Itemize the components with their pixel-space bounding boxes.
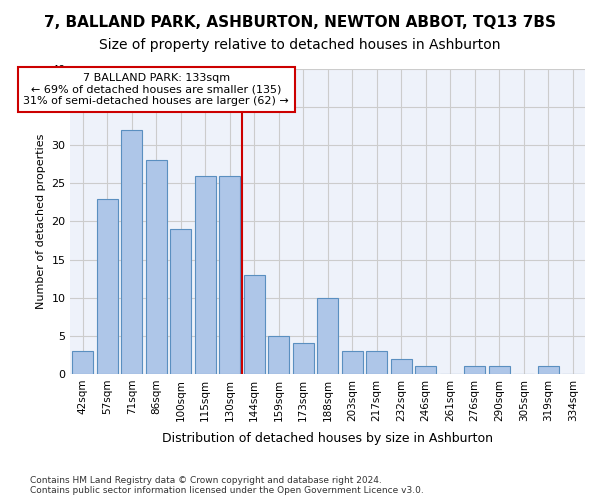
Bar [489,366,509,374]
Bar [121,130,142,374]
Bar [538,366,559,374]
Bar [391,358,412,374]
Text: Contains HM Land Registry data © Crown copyright and database right 2024.
Contai: Contains HM Land Registry data © Crown c… [30,476,424,495]
Text: 7 BALLAND PARK: 133sqm
← 69% of detached houses are smaller (135)
31% of semi-de: 7 BALLAND PARK: 133sqm ← 69% of detached… [23,73,289,106]
Bar [97,198,118,374]
Bar [170,229,191,374]
Bar [268,336,289,374]
Bar [366,351,387,374]
Bar [195,176,215,374]
Bar [464,366,485,374]
Bar [415,366,436,374]
Bar [293,344,314,374]
Y-axis label: Number of detached properties: Number of detached properties [36,134,46,309]
Bar [317,298,338,374]
Text: 7, BALLAND PARK, ASHBURTON, NEWTON ABBOT, TQ13 7BS: 7, BALLAND PARK, ASHBURTON, NEWTON ABBOT… [44,15,556,30]
Bar [219,176,240,374]
Bar [342,351,362,374]
Text: Size of property relative to detached houses in Ashburton: Size of property relative to detached ho… [99,38,501,52]
Bar [244,275,265,374]
Bar [146,160,167,374]
Bar [72,351,93,374]
X-axis label: Distribution of detached houses by size in Ashburton: Distribution of detached houses by size … [162,432,493,445]
